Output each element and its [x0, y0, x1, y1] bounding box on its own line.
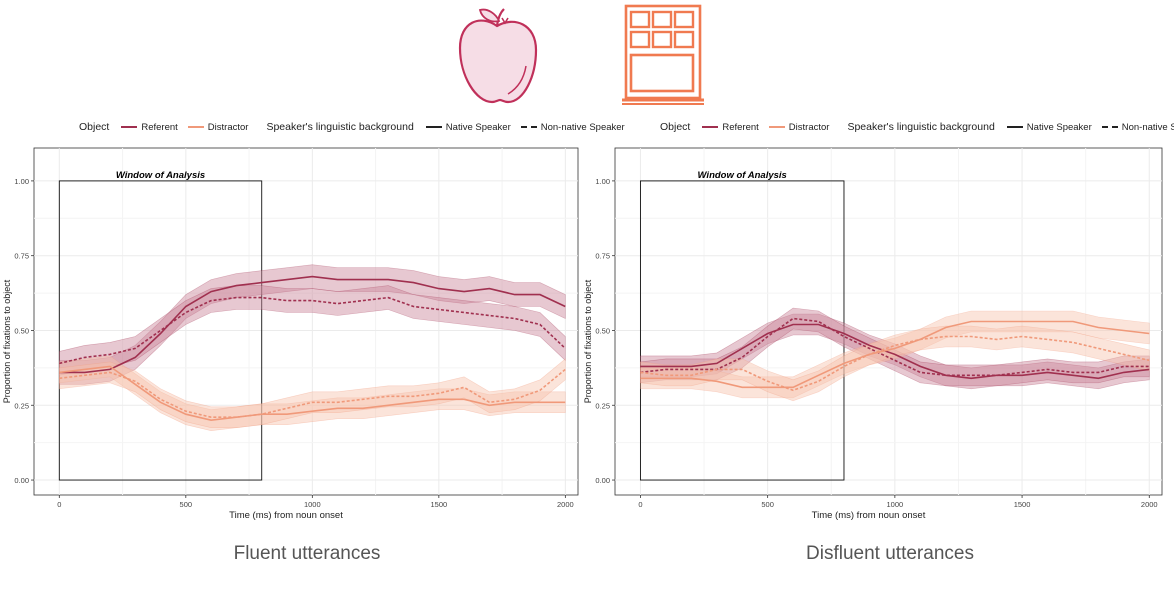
caption-disfluent: Disfluent utterances	[806, 543, 974, 564]
x-tick-label: 500	[180, 500, 193, 509]
series-line	[640, 317, 1150, 377]
y-tick-label: 1.00	[595, 177, 610, 186]
x-tick-label: 2000	[1141, 500, 1158, 509]
confidence-band	[640, 307, 1150, 387]
legend-right: Object Referent Distractor Speaker's lin…	[660, 121, 1174, 133]
legend-speaker-title: Speaker's linguistic background	[266, 121, 414, 133]
x-tick-label: 1000	[887, 500, 904, 509]
y-tick-label: 0.00	[14, 476, 29, 485]
x-tick-label: 2000	[557, 500, 574, 509]
y-tick-label: 0.50	[595, 326, 610, 335]
legend-nonnative-label: Non-native Speaker	[1121, 121, 1174, 133]
x-tick-label: 0	[638, 500, 642, 509]
legend-native-swatch	[1006, 126, 1023, 128]
y-tick-label: 0.75	[595, 252, 610, 261]
y-axis-label: Proportion of fixations to object	[583, 279, 593, 403]
y-tick-label: 0.25	[595, 401, 610, 410]
legend-nonnative-swatch	[1101, 126, 1118, 128]
x-tick-label: 1500	[1014, 500, 1031, 509]
legend-referent-label: Referent	[722, 121, 759, 133]
window-icon	[620, 4, 706, 108]
x-axis-label: Time (ms) from noun onset	[812, 510, 926, 521]
series-line	[640, 323, 1150, 380]
caption-fluent: Fluent utterances	[233, 543, 381, 564]
window-of-analysis-box	[639, 180, 845, 481]
x-tick-label: 0	[57, 500, 61, 509]
series-line	[640, 335, 1150, 392]
window-of-analysis-box	[58, 180, 263, 481]
x-axis-label: Time (ms) from noun onset	[229, 510, 343, 521]
legend-object-title: Object	[660, 121, 691, 133]
legend-left: Object Referent Distractor Speaker's lin…	[79, 121, 629, 133]
legend-native-label: Native Speaker	[445, 121, 511, 133]
legend-speaker-title: Speaker's linguistic background	[847, 121, 995, 133]
series-line	[640, 320, 1150, 389]
x-tick-label: 1000	[304, 500, 321, 509]
series-line	[59, 296, 566, 365]
legend-referent-label: Referent	[141, 121, 178, 133]
fluent-chart: Window of Analysis 0.00 0.25 0.50 0.75 1.00 0 5…	[2, 147, 579, 521]
legend-nonnative-swatch	[520, 126, 537, 128]
y-tick-label: 0.75	[14, 252, 29, 261]
legend-distractor-swatch	[768, 126, 785, 128]
legend-referent-swatch	[702, 126, 719, 128]
disfluent-chart: Window of Analysis 0.00 0.25 0.50 0.75 1.00 0 5…	[583, 147, 1163, 521]
y-tick-label: 0.50	[14, 326, 29, 335]
series-line	[59, 275, 566, 374]
legend-distractor-label: Distractor	[788, 121, 830, 133]
plot-panel	[33, 147, 579, 496]
legend-referent-swatch	[121, 126, 138, 128]
legend-distractor-label: Distractor	[207, 121, 249, 133]
window-of-analysis-label: Window of Analysis	[698, 170, 787, 181]
legend-object-title: Object	[79, 121, 110, 133]
x-tick-label: 500	[761, 500, 774, 509]
x-tick-label: 1500	[430, 500, 447, 509]
legend-native-swatch	[425, 126, 442, 128]
y-axis-label: Proportion of fixations to object	[2, 279, 12, 403]
y-tick-label: 1.00	[14, 177, 29, 186]
apple-icon	[452, 4, 542, 108]
legend-native-label: Native Speaker	[1026, 121, 1092, 133]
legend-nonnative-label: Non-native Speaker	[540, 121, 625, 133]
window-of-analysis-label: Window of Analysis	[116, 170, 205, 181]
series-line	[59, 365, 566, 422]
y-tick-label: 0.00	[595, 476, 610, 485]
y-tick-label: 0.25	[14, 401, 29, 410]
confidence-band	[59, 264, 566, 385]
series-line	[59, 368, 566, 418]
legend-distractor-swatch	[187, 126, 204, 128]
